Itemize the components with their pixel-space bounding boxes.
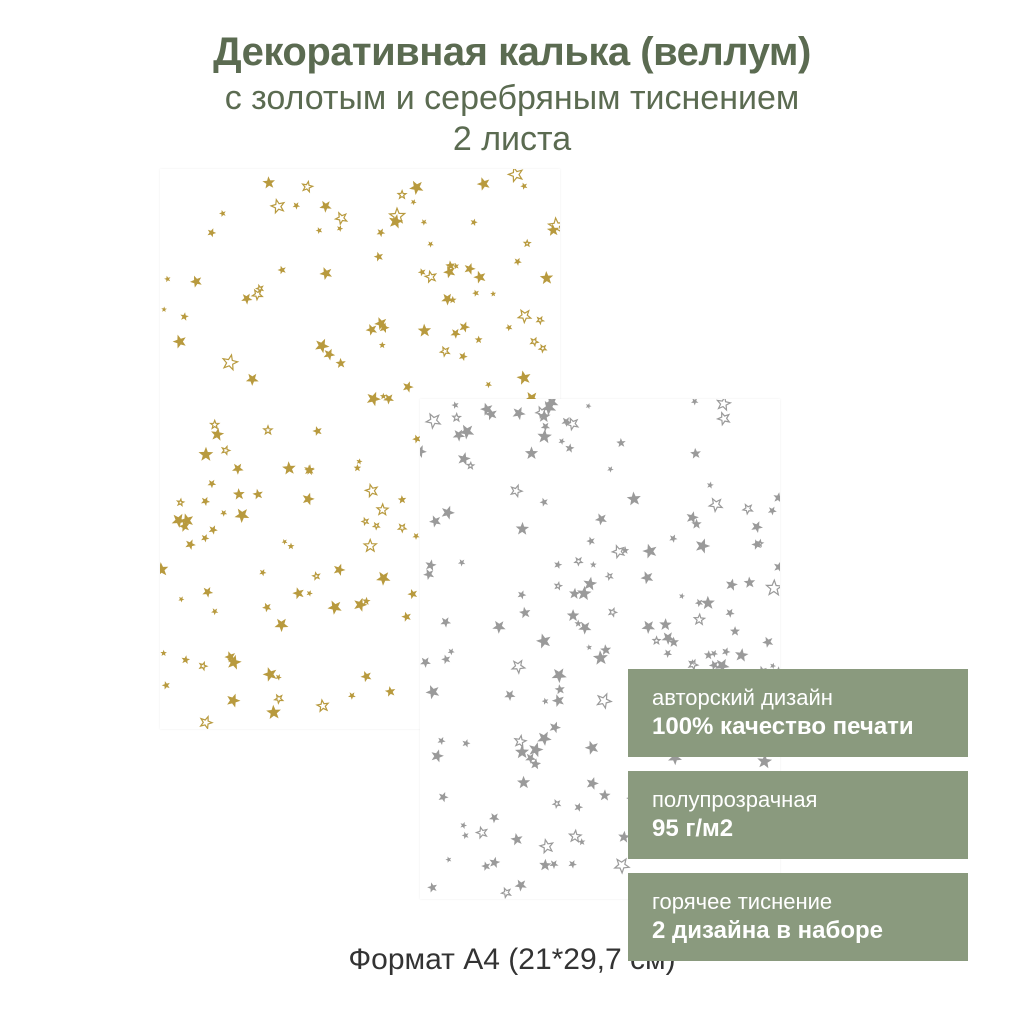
header: Декоративная калька (веллум) с золотым и… [0,0,1024,159]
badge-line1: полупрозрачная [652,787,944,813]
badge-line1: авторский дизайн [652,685,944,711]
badge-weight: полупрозрачная 95 г/м2 [628,771,968,859]
badge-foil: горячее тиснение 2 дизайна в наборе [628,873,968,961]
badge-line2: 95 г/м2 [652,815,944,843]
feature-badges: авторский дизайн 100% качество печати по… [628,669,968,961]
badge-line2: 2 дизайна в наборе [652,917,944,945]
sheet-count: 2 листа [0,120,1024,159]
badge-line2: 100% качество печати [652,713,944,741]
badge-design: авторский дизайн 100% качество печати [628,669,968,757]
badge-line1: горячее тиснение [652,889,944,915]
product-subtitle: с золотым и серебряным тиснением [0,79,1024,118]
product-title: Декоративная калька (веллум) [0,30,1024,75]
product-preview: авторский дизайн 100% качество печати по… [0,169,1024,889]
